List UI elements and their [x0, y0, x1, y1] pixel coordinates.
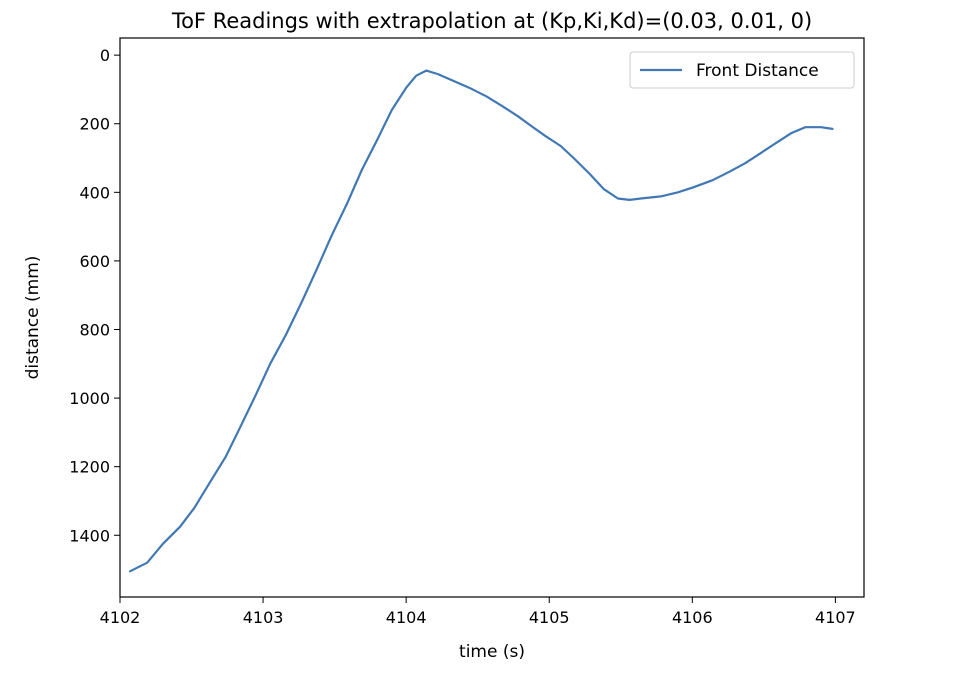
- x-tick-label: 4105: [529, 608, 570, 627]
- series-line-front-distance: [128, 69, 834, 573]
- y-tick-label: 0: [100, 46, 110, 65]
- y-tick-label: 400: [79, 183, 110, 202]
- x-axis-label: time (s): [459, 642, 525, 662]
- x-tick-label: 4103: [243, 608, 284, 627]
- legend-label: Front Distance: [696, 61, 819, 81]
- plot-area: 4102 4103 4104 4105 4106 4107 0 200 400 600 800 10…: [69, 37, 865, 627]
- x-tick-label: 4104: [386, 608, 427, 627]
- x-tick-label: 4107: [815, 608, 856, 627]
- x-tick-label: 4106: [672, 608, 713, 627]
- y-tick-label: 1000: [69, 389, 110, 408]
- x-tick-label: 4102: [100, 608, 141, 627]
- x-axis: 4102 4103 4104 4105 4106 4107: [100, 597, 856, 627]
- y-axis: 0 200 400 600 800 1000 1200 1400: [69, 46, 120, 545]
- plot-frame: [119, 37, 865, 598]
- series-layer: [128, 69, 834, 573]
- chart-title: ToF Readings with extrapolation at (Kp,K…: [171, 9, 812, 33]
- legend-box: [629, 51, 855, 89]
- y-axis-label: distance (mm): [23, 256, 43, 380]
- y-tick-label: 800: [79, 321, 110, 340]
- y-tick-label: 1200: [69, 458, 110, 477]
- y-tick-label: 600: [79, 252, 110, 271]
- legend: Front Distance: [629, 51, 855, 89]
- y-tick-label: 1400: [69, 526, 110, 545]
- y-tick-label: 200: [79, 115, 110, 134]
